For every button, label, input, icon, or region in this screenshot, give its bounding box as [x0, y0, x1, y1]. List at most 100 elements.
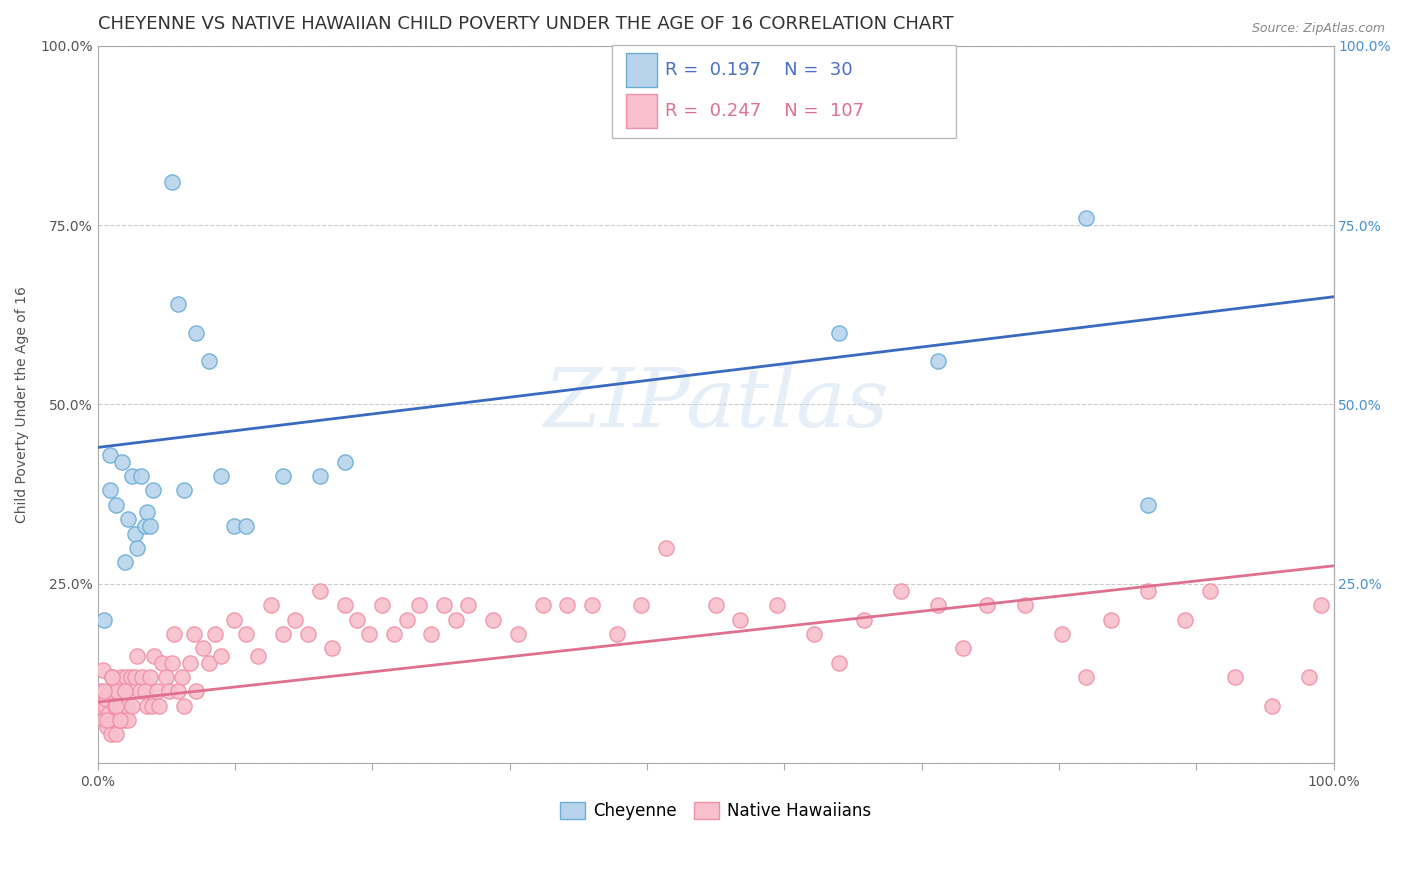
Point — [297, 627, 319, 641]
Point — [890, 583, 912, 598]
Point — [94, 698, 117, 713]
Point — [131, 670, 153, 684]
Point — [167, 297, 190, 311]
Point — [704, 599, 727, 613]
Point — [98, 684, 121, 698]
Point — [96, 720, 118, 734]
Text: Source: ZipAtlas.com: Source: ZipAtlas.com — [1251, 22, 1385, 36]
Text: ZIPatlas: ZIPatlas — [543, 365, 889, 444]
Point — [1076, 670, 1098, 684]
Text: CHEYENNE VS NATIVE HAWAIIAN CHILD POVERTY UNDER THE AGE OF 16 CORRELATION CHART: CHEYENNE VS NATIVE HAWAIIAN CHILD POVERT… — [97, 15, 953, 33]
Point — [506, 627, 529, 641]
Point — [104, 698, 127, 713]
Y-axis label: Child Poverty Under the Age of 16: Child Poverty Under the Age of 16 — [15, 286, 30, 523]
Point — [111, 698, 134, 713]
Point — [163, 627, 186, 641]
Point — [108, 713, 131, 727]
Point — [766, 599, 789, 613]
Point — [96, 691, 118, 706]
Point — [655, 541, 678, 555]
Point — [606, 627, 628, 641]
Point — [222, 613, 245, 627]
Point — [136, 505, 159, 519]
Point — [927, 354, 949, 368]
Point — [198, 656, 221, 670]
Point — [110, 670, 132, 684]
Point — [142, 483, 165, 498]
Point — [105, 498, 128, 512]
Point — [114, 555, 136, 569]
Point — [420, 627, 443, 641]
Point — [103, 713, 125, 727]
Point — [155, 670, 177, 684]
Point — [1050, 627, 1073, 641]
Point — [531, 599, 554, 613]
Point — [952, 641, 974, 656]
Point — [117, 713, 139, 727]
Point — [581, 599, 603, 613]
Point — [112, 713, 135, 727]
Point — [101, 670, 124, 684]
Point — [382, 627, 405, 641]
Point — [359, 627, 381, 641]
Point — [309, 469, 332, 483]
Point — [828, 656, 851, 670]
Point — [371, 599, 394, 613]
Point — [160, 175, 183, 189]
Point — [93, 684, 115, 698]
Point — [927, 599, 949, 613]
Point — [1174, 613, 1197, 627]
Point — [138, 670, 160, 684]
Point — [346, 613, 368, 627]
Point — [1014, 599, 1036, 613]
Point — [247, 648, 270, 663]
Point — [107, 713, 129, 727]
Point — [157, 684, 180, 698]
Point — [186, 326, 208, 340]
Point — [101, 670, 124, 684]
Point — [191, 641, 214, 656]
Point — [124, 526, 146, 541]
Point — [143, 648, 166, 663]
Point — [186, 684, 208, 698]
Point — [630, 599, 652, 613]
Point — [730, 613, 752, 627]
Point — [108, 698, 131, 713]
Point — [1260, 698, 1282, 713]
Point — [433, 599, 456, 613]
Point — [803, 627, 825, 641]
Point — [90, 698, 112, 713]
Point — [98, 483, 121, 498]
Point — [91, 663, 114, 677]
Point — [284, 613, 307, 627]
Point — [136, 698, 159, 713]
Text: R =  0.197    N =  30: R = 0.197 N = 30 — [665, 61, 852, 78]
Point — [114, 684, 136, 698]
Point — [105, 698, 128, 713]
Point — [1137, 583, 1160, 598]
Point — [1298, 670, 1320, 684]
Point — [160, 656, 183, 670]
Point — [134, 684, 156, 698]
Point — [555, 599, 578, 613]
Point — [1310, 599, 1333, 613]
Point — [395, 613, 418, 627]
Point — [271, 627, 294, 641]
Point — [204, 627, 226, 641]
Point — [321, 641, 343, 656]
Point — [128, 684, 150, 698]
Point — [183, 627, 205, 641]
Point — [408, 599, 430, 613]
Point — [167, 684, 190, 698]
Point — [222, 519, 245, 533]
Point — [115, 670, 138, 684]
Point — [1223, 670, 1246, 684]
Point — [100, 727, 122, 741]
Point — [127, 541, 149, 555]
Point — [271, 469, 294, 483]
Point — [235, 519, 257, 533]
Point — [129, 469, 152, 483]
Point — [121, 698, 143, 713]
Point — [259, 599, 281, 613]
Point — [127, 648, 149, 663]
